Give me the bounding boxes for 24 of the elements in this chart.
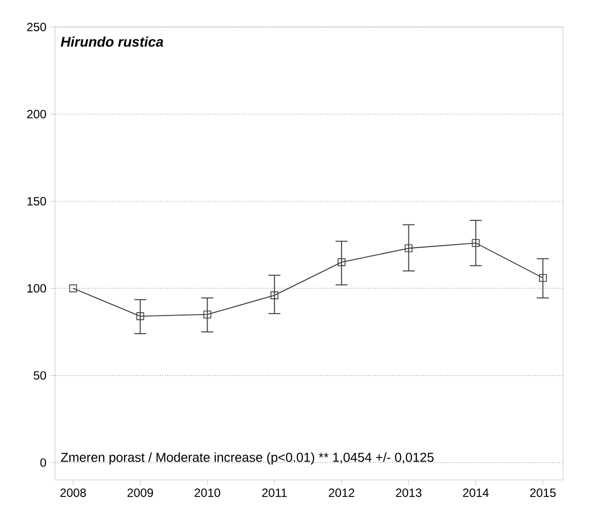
text: Hirundo rustica [60,36,164,47]
x-tick-label: 2012 [328,488,354,497]
y-tick-label: 250 [27,22,46,32]
y-tick-label: 50 [34,371,46,380]
y-tick-label: 200 [27,110,46,118]
point [404,244,413,252]
point [69,284,78,292]
annotation: Zmeren porast / Moderate increase (p<0.01) ** 1,0454 +/- 0,0125 [60,452,434,464]
y-tick-label: 0 [40,458,46,467]
y-tick-label: 100 [27,284,46,293]
point [472,239,480,247]
x-tick-label: 2011 [262,488,287,497]
point [270,291,278,300]
x-tick-label: 2010 [194,488,220,497]
x-tick-label: 2013 [396,488,422,497]
x-tick-label: 2009 [128,488,153,497]
y-tick-label: 150 [27,196,46,206]
point [538,274,547,282]
x-tick-label: 2014 [463,488,489,497]
point [203,310,212,318]
point [338,258,346,266]
x-tick-label: 2008 [60,488,86,497]
point [136,312,144,320]
x-tick-label: 2015 [530,488,556,497]
